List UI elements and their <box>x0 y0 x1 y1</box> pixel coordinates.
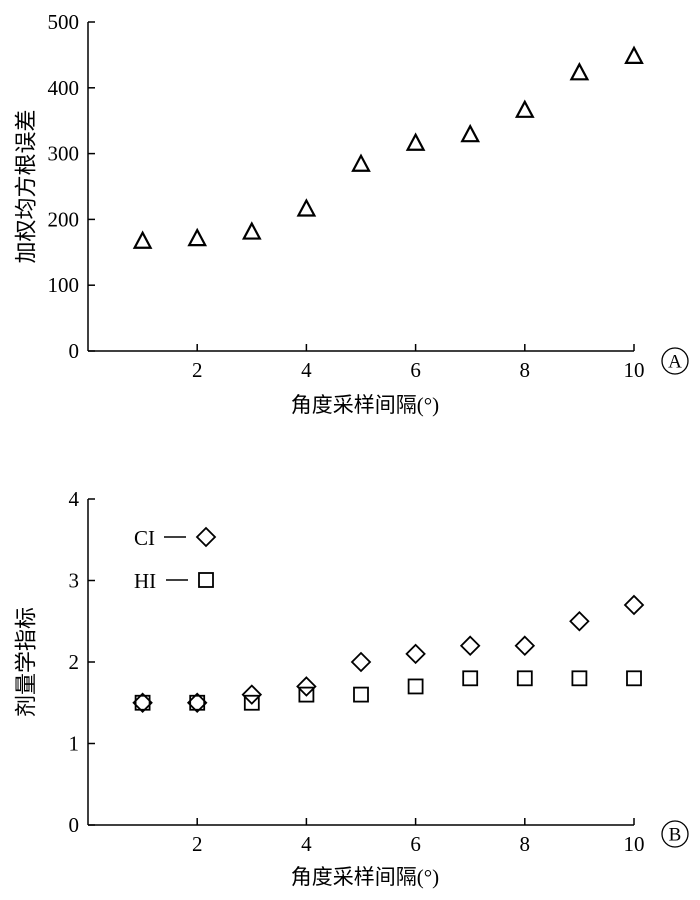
x-tick-label: 10 <box>624 832 645 856</box>
y-tick-label: 2 <box>69 650 80 674</box>
ci-point-6 <box>405 643 426 665</box>
series-point-1 <box>132 230 153 249</box>
series-point-5 <box>351 153 371 172</box>
hi-point-6 <box>407 678 424 695</box>
x-tick-label: 8 <box>520 358 531 382</box>
hi-point-3 <box>243 694 260 711</box>
panel-a-x-axis-label: 角度采样间隔(°) <box>291 393 439 417</box>
ci-point-2 <box>186 692 208 714</box>
chart-panel-b: 0 1 2 3 4 2 4 6 8 10 剂量学指标 角度采样间隔(°) CI HI B <box>14 487 689 889</box>
ci-point-8 <box>514 635 536 656</box>
panel-a-label-circle <box>661 347 689 375</box>
hi-point-7 <box>462 670 479 687</box>
ci-point-10 <box>623 594 645 616</box>
y-tick-label: 200 <box>48 207 80 231</box>
y-tick-label: 400 <box>48 76 80 100</box>
ci-point-7 <box>459 635 481 656</box>
y-tick-label: 0 <box>69 813 80 837</box>
x-tick-label: 4 <box>301 358 312 382</box>
x-tick-label: 6 <box>410 358 421 382</box>
hi-point-8 <box>516 670 533 687</box>
y-tick-label: 300 <box>48 142 80 166</box>
y-tick-label: 0 <box>69 339 80 363</box>
panel-a-x-ticks: 2 4 6 8 10 <box>192 344 645 382</box>
panel-a-label-text: A <box>668 352 682 373</box>
y-tick-label: 500 <box>48 10 80 34</box>
panel-a-y-ticks: 0 100 200 300 400 500 <box>48 10 95 363</box>
x-tick-label: 4 <box>301 832 312 856</box>
hi-point-2 <box>189 694 206 711</box>
y-tick-label: 4 <box>69 487 80 511</box>
x-tick-label: 8 <box>520 832 531 856</box>
panel-b-x-ticks: 2 4 6 8 10 <box>192 818 645 856</box>
y-tick-label: 3 <box>69 569 80 593</box>
legend-label-hi: HI <box>134 569 156 593</box>
y-tick-label: 1 <box>69 732 80 756</box>
x-tick-label: 6 <box>410 832 421 856</box>
ci-point-4 <box>296 676 317 697</box>
ci-point-3 <box>241 684 263 705</box>
panel-b-marks <box>132 594 645 714</box>
ci-point-9 <box>569 610 590 632</box>
ci-point-5 <box>350 651 372 673</box>
x-tick-label: 2 <box>192 832 203 856</box>
legend-label-ci: CI <box>134 526 155 550</box>
hi-point-4 <box>298 686 315 703</box>
series-point-3 <box>241 221 262 240</box>
series-point-6 <box>405 132 426 151</box>
hi-point-5 <box>353 686 369 703</box>
panel-b-y-axis-label: 剂量学指标 <box>14 607 39 717</box>
panel-b-label-badge: B <box>661 820 689 848</box>
panel-b-y-ticks: 0 1 2 3 4 <box>69 487 95 837</box>
panel-b-label-text: B <box>669 825 682 846</box>
series-point-10 <box>624 45 644 64</box>
hi-point-10 <box>626 670 642 687</box>
panel-a-label-badge: A <box>661 347 689 375</box>
series-point-2 <box>187 227 208 247</box>
panel-b-label-circle <box>661 820 689 848</box>
x-tick-label: 2 <box>192 358 203 382</box>
series-point-8 <box>514 99 535 118</box>
panel-b-x-axis-label: 角度采样间隔(°) <box>291 865 439 889</box>
series-point-4 <box>296 198 317 217</box>
hi-point-1 <box>134 694 151 711</box>
series-point-9 <box>569 61 590 81</box>
panel-b-legend: CI HI <box>134 526 217 593</box>
legend-marker-ci <box>195 526 217 548</box>
y-tick-label: 100 <box>48 273 80 297</box>
x-tick-label: 10 <box>624 358 645 382</box>
panel-a-marks <box>132 45 644 249</box>
legend-marker-hi <box>198 572 214 588</box>
hi-point-9 <box>571 670 588 687</box>
series-point-7 <box>460 123 481 143</box>
ci-point-1 <box>132 692 153 714</box>
panel-a-y-axis-label: 加权均方根误差 <box>14 109 39 263</box>
chart-panel-a: 0 100 200 300 400 500 2 4 6 8 10 加权均方根误差 角度采样间隔(°… <box>14 10 689 417</box>
